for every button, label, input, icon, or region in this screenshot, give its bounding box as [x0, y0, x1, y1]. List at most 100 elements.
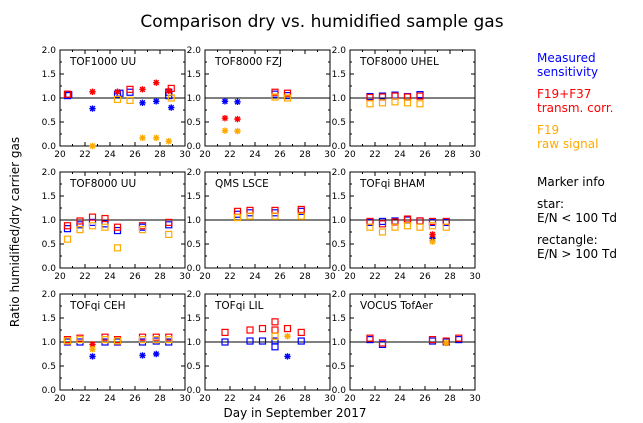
square-marker [258, 337, 267, 345]
y-tick-label: 1.5 [332, 70, 346, 80]
panel-title: TOF8000 FZJ [214, 56, 282, 68]
square-marker [221, 338, 229, 346]
x-tick-label: 26 [129, 394, 141, 404]
square-marker [403, 215, 412, 223]
square-marker [378, 220, 387, 228]
y-tick-label: 2.0 [187, 46, 202, 56]
square-marker [258, 324, 267, 333]
square-marker [366, 100, 374, 108]
x-tick-label: 24 [104, 394, 116, 404]
panel-title: TOFqi BHAM [359, 178, 425, 190]
square-marker [113, 244, 122, 252]
y-tick-label: 1.0 [187, 338, 202, 348]
y-tick-label: 0.5 [332, 118, 346, 128]
square-marker [283, 324, 292, 333]
square-marker [76, 221, 84, 229]
x-tick-label: 24 [104, 150, 116, 160]
square-marker [297, 212, 305, 220]
y-tick-label: 0.5 [187, 118, 201, 128]
star-marker [114, 88, 121, 95]
x-tick-label: 20 [199, 394, 211, 404]
square-marker [416, 217, 424, 225]
square-marker [271, 318, 279, 326]
y-tick-label: 0.0 [187, 264, 202, 274]
square-marker [283, 89, 292, 97]
x-axis-label: Day in September 2017 [224, 406, 367, 420]
y-tick-label: 1.0 [187, 94, 202, 104]
x-tick-label: 26 [129, 150, 141, 160]
square-marker [271, 343, 279, 351]
x-tick-label: 22 [79, 272, 90, 282]
series [233, 205, 305, 215]
square-marker [101, 214, 109, 223]
square-marker [138, 226, 147, 234]
square-marker [391, 223, 399, 231]
legend-star-1: star: [537, 197, 564, 211]
y-tick-label: 0.5 [187, 362, 201, 372]
y-tick-label: 1.5 [187, 192, 201, 202]
x-tick-label: 24 [249, 394, 261, 404]
square-marker [233, 214, 242, 222]
y-tick-label: 0.0 [42, 386, 57, 396]
y-tick-label: 0.5 [187, 240, 201, 250]
star-marker [443, 339, 450, 347]
x-tick-label: 24 [249, 272, 261, 282]
y-tick-label: 0.5 [42, 118, 56, 128]
star-marker [221, 98, 229, 105]
x-tick-label: 28 [444, 394, 456, 404]
y-tick-label: 0.5 [332, 362, 346, 372]
square-marker [101, 223, 109, 231]
series [63, 222, 173, 252]
y-tick-label: 1.5 [42, 192, 56, 202]
series [63, 336, 173, 353]
square-marker [366, 223, 374, 231]
y-tick-label: 2.0 [332, 46, 347, 56]
square-marker [428, 336, 437, 344]
legend-raw-2: raw signal [537, 137, 598, 151]
y-tick-label: 1.5 [42, 314, 56, 324]
x-tick-label: 22 [224, 394, 235, 404]
x-tick-label: 22 [79, 150, 90, 160]
x-tick-label: 26 [274, 150, 286, 160]
series [221, 337, 305, 360]
square-marker [271, 212, 279, 220]
panel-title: TOF8000 UU [69, 178, 136, 190]
x-tick-label: 30 [469, 150, 481, 160]
x-tick-label: 28 [444, 272, 456, 282]
star-marker [153, 350, 160, 358]
x-tick-label: 20 [344, 394, 356, 404]
y-tick-label: 2.0 [187, 290, 202, 300]
series [233, 212, 305, 222]
square-marker [63, 235, 72, 243]
square-marker [246, 212, 254, 220]
x-tick-label: 22 [224, 150, 235, 160]
x-tick-label: 30 [324, 272, 336, 282]
y-tick-label: 0.0 [332, 386, 347, 396]
y-tick-label: 2.0 [42, 168, 57, 178]
square-marker [113, 337, 122, 345]
y-tick-label: 1.0 [42, 216, 57, 226]
star-marker [153, 79, 160, 86]
x-tick-label: 20 [199, 272, 211, 282]
y-tick-label: 0.0 [42, 264, 57, 274]
y-tick-label: 0.5 [42, 240, 56, 250]
square-marker [378, 228, 387, 236]
square-marker [378, 217, 387, 226]
legend-rect-1: rectangle: [537, 233, 598, 247]
legend-transm-1: F19+F37 [537, 87, 591, 101]
square-marker [126, 85, 134, 93]
square-marker [271, 88, 279, 96]
y-tick-label: 1.5 [42, 70, 56, 80]
star-marker [234, 127, 241, 135]
square-marker [113, 95, 122, 104]
x-tick-label: 22 [79, 394, 90, 404]
star-marker [139, 352, 146, 359]
star-marker [89, 88, 96, 95]
panel-7: 0.0 0.5 1.0 1.5 2.0 20 22 24 26 28 30 TOFqi CEH [42, 290, 191, 404]
star-marker [168, 104, 175, 111]
square-marker [403, 99, 412, 107]
x-tick-label: 24 [249, 150, 261, 160]
series [221, 93, 292, 135]
